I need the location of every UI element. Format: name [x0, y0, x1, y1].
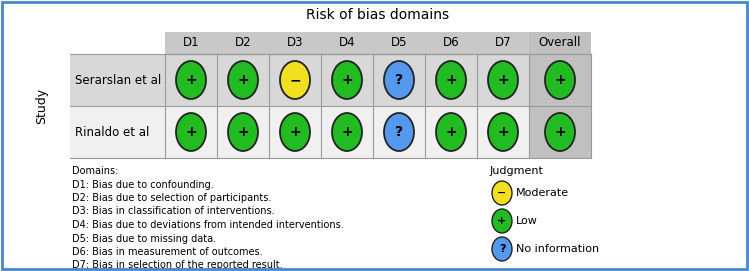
Ellipse shape [436, 61, 466, 99]
Ellipse shape [492, 181, 512, 205]
Text: +: + [237, 73, 249, 87]
Text: D2: Bias due to selection of participants.: D2: Bias due to selection of participant… [72, 193, 271, 203]
Text: D3: D3 [287, 37, 303, 50]
Text: D6: Bias in measurement of outcomes.: D6: Bias in measurement of outcomes. [72, 247, 263, 257]
Text: D5: Bias due to missing data.: D5: Bias due to missing data. [72, 234, 216, 244]
Text: +: + [289, 125, 301, 139]
Ellipse shape [545, 61, 575, 99]
Text: +: + [497, 73, 509, 87]
Ellipse shape [436, 113, 466, 151]
Text: ?: ? [499, 244, 506, 254]
Text: D1: Bias due to confounding.: D1: Bias due to confounding. [72, 179, 213, 189]
Text: Rinaldo et al: Rinaldo et al [75, 125, 149, 138]
Text: Moderate: Moderate [516, 188, 569, 198]
Ellipse shape [228, 113, 258, 151]
FancyBboxPatch shape [529, 54, 591, 106]
Text: Low: Low [516, 216, 538, 226]
Ellipse shape [492, 237, 512, 261]
Ellipse shape [492, 209, 512, 233]
Text: D7: Bias in selection of the reported result.: D7: Bias in selection of the reported re… [72, 260, 282, 270]
Ellipse shape [332, 113, 362, 151]
Text: +: + [554, 73, 565, 87]
Ellipse shape [384, 113, 414, 151]
Text: D7: D7 [494, 37, 512, 50]
Ellipse shape [280, 113, 310, 151]
Text: D4: D4 [339, 37, 355, 50]
FancyBboxPatch shape [70, 54, 591, 106]
Text: Judgment: Judgment [490, 166, 544, 176]
Text: +: + [497, 125, 509, 139]
Text: +: + [185, 73, 197, 87]
Text: D2: D2 [234, 37, 252, 50]
Text: −: − [289, 73, 301, 87]
Text: D4: Bias due to deviations from intended interventions.: D4: Bias due to deviations from intended… [72, 220, 344, 230]
Text: D6: D6 [443, 37, 459, 50]
Text: +: + [445, 125, 457, 139]
Text: D1: D1 [183, 37, 199, 50]
Ellipse shape [545, 113, 575, 151]
Ellipse shape [280, 61, 310, 99]
Ellipse shape [176, 113, 206, 151]
Text: +: + [342, 125, 353, 139]
Text: No information: No information [516, 244, 599, 254]
Ellipse shape [176, 61, 206, 99]
Text: +: + [237, 125, 249, 139]
Text: D5: D5 [391, 37, 407, 50]
Ellipse shape [384, 61, 414, 99]
Text: Risk of bias domains: Risk of bias domains [306, 8, 449, 22]
Text: Study: Study [35, 88, 49, 124]
FancyBboxPatch shape [529, 32, 591, 54]
Text: Serarslan et al: Serarslan et al [75, 73, 161, 86]
Text: +: + [342, 73, 353, 87]
Text: Overall: Overall [539, 37, 581, 50]
Text: Domains:: Domains: [72, 166, 118, 176]
Ellipse shape [488, 61, 518, 99]
FancyBboxPatch shape [529, 106, 591, 158]
Text: −: − [497, 188, 506, 198]
Text: ?: ? [395, 73, 403, 87]
Ellipse shape [228, 61, 258, 99]
Text: D3: Bias in classification of interventions.: D3: Bias in classification of interventi… [72, 207, 275, 217]
FancyBboxPatch shape [165, 32, 591, 54]
Text: +: + [445, 73, 457, 87]
Text: +: + [554, 125, 565, 139]
Text: +: + [497, 216, 506, 226]
Text: ?: ? [395, 125, 403, 139]
Text: +: + [185, 125, 197, 139]
Ellipse shape [488, 113, 518, 151]
FancyBboxPatch shape [70, 106, 591, 158]
Ellipse shape [332, 61, 362, 99]
